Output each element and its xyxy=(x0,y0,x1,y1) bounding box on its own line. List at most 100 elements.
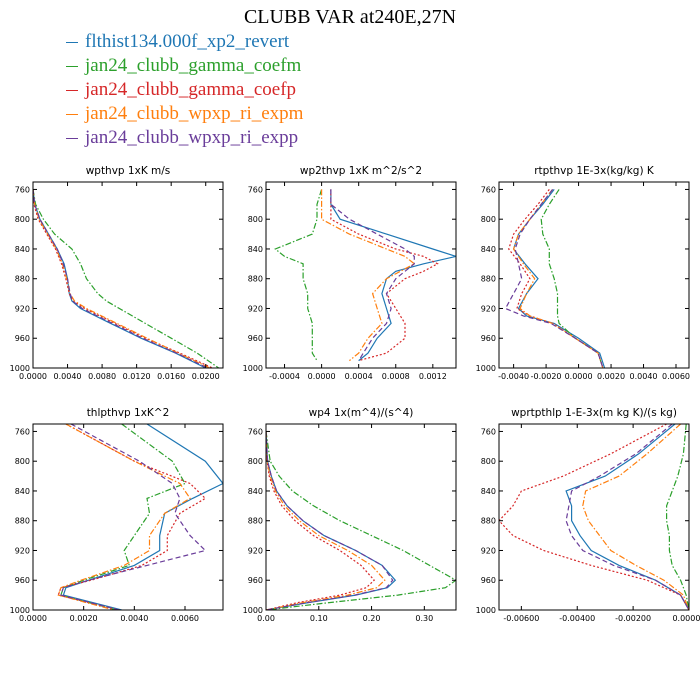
plot-frame xyxy=(32,423,224,611)
legend-swatch xyxy=(66,90,78,92)
panel-title: wpthvp 1xK m/s xyxy=(86,165,171,177)
x-tick-label: 0.0060 xyxy=(171,614,199,623)
x-tick-label: 0.0040 xyxy=(54,372,82,381)
x-tick-label: -0.00600 xyxy=(503,614,539,623)
y-tick-label: 960 xyxy=(248,576,263,585)
panel: wpthvp 1xK m/s76080084088092096010000.00… xyxy=(10,165,224,381)
y-tick-label: 920 xyxy=(481,304,496,313)
x-tick-label: 0.0020 xyxy=(70,614,98,623)
y-tick-label: 1000 xyxy=(476,606,496,615)
figure-title: CLUBB VAR at240E,27N xyxy=(243,6,457,28)
y-tick-label: 1000 xyxy=(10,364,30,373)
y-tick-label: 880 xyxy=(481,517,496,526)
series-line xyxy=(33,189,208,368)
x-tick-label: 0.0000 xyxy=(565,372,593,381)
y-tick-label: 960 xyxy=(481,576,496,585)
series-line xyxy=(512,189,606,368)
y-tick-label: 1000 xyxy=(476,364,496,373)
x-tick-label: 0.0160 xyxy=(157,372,185,381)
panel: rtpthvp 1E-3x(kg/kg) K 760 800 840 880 920 960… xyxy=(476,165,690,381)
y-tick-label: 920 xyxy=(481,546,496,555)
y-tick-label: 840 xyxy=(481,487,496,496)
series-line xyxy=(540,189,604,368)
y-tick-label: 920 xyxy=(15,546,30,555)
y-tick-label: 880 xyxy=(15,517,30,526)
series-line xyxy=(582,424,689,610)
series-line xyxy=(266,431,386,610)
series-line xyxy=(266,431,397,610)
legend-item: jan24_clubb_gamma_coefm xyxy=(66,54,426,78)
series-line xyxy=(330,189,439,362)
y-tick-label: 840 xyxy=(481,245,496,254)
legend-item: jan24_clubb_wpxp_ri_expp xyxy=(66,126,426,150)
series-line xyxy=(33,189,213,368)
x-tick-label: -0.00200 xyxy=(615,614,651,623)
series-line xyxy=(330,189,456,362)
series-line xyxy=(565,424,689,610)
x-tick-label: 0.0060 xyxy=(662,372,690,381)
x-tick-label: 0.0020 xyxy=(597,372,625,381)
y-tick-label: 840 xyxy=(248,245,263,254)
plot-frame xyxy=(498,181,690,369)
series-line xyxy=(499,424,689,610)
panel-title: thlpthvp 1xK^2 xyxy=(87,407,170,419)
legend-label: flthist134.000f_xp2_revert xyxy=(85,31,290,52)
y-tick-label: 920 xyxy=(248,304,263,313)
y-tick-label: 1000 xyxy=(243,364,263,373)
plot-frame xyxy=(265,423,457,611)
y-tick-label: 840 xyxy=(15,245,30,254)
x-tick-label: 0.0120 xyxy=(123,372,151,381)
y-tick-label: 880 xyxy=(15,275,30,284)
y-tick-label: 760 xyxy=(248,427,263,436)
series-line xyxy=(266,431,376,610)
series-line xyxy=(665,424,689,610)
y-tick-label: 880 xyxy=(481,275,496,284)
y-tick-label: 880 xyxy=(248,517,263,526)
panel-title: wp2thvp 1xK m^2/s^2 xyxy=(300,165,422,177)
x-tick-label: 0.0040 xyxy=(630,372,658,381)
x-tick-label: 0.0000 xyxy=(308,372,336,381)
y-tick-label: 1000 xyxy=(243,606,263,615)
panel: wprtpthlp 1-E-3x(m kg K)/(s kg) 760 800 840… xyxy=(476,407,700,623)
y-tick-label: 760 xyxy=(248,185,263,194)
legend-label: jan24_clubb_wpxp_ri_expp xyxy=(85,127,299,148)
series-line xyxy=(508,189,604,368)
legend-item: jan24_clubb_gamma_coefp xyxy=(66,78,426,102)
series-line xyxy=(330,189,415,361)
series-line xyxy=(274,189,323,361)
panel: thlpthvp 1xK^276080084088092096010000.00… xyxy=(10,407,224,623)
x-tick-label: 0.0000 xyxy=(19,614,47,623)
series-line xyxy=(57,424,191,610)
plot-frame xyxy=(265,181,457,369)
y-tick-label: 960 xyxy=(248,334,263,343)
legend-label: jan24_clubb_gamma_coefp xyxy=(85,79,297,100)
panel: wp4 1x(m^4)/(s^4)76080084088092096010000… xyxy=(243,407,457,623)
panel-title: wp4 1x(m^4)/(s^4) xyxy=(309,407,414,419)
y-tick-label: 800 xyxy=(15,457,30,466)
panel: wp2thvp 1xK m^2/s^2 760 800 840 880 920 960 100… xyxy=(243,165,457,381)
legend-swatch xyxy=(66,114,78,116)
series-line xyxy=(266,431,456,610)
series-line xyxy=(321,189,416,362)
x-tick-label: 0.0008 xyxy=(382,372,410,381)
series-line xyxy=(504,189,604,368)
x-tick-label: -0.0020 xyxy=(531,372,562,381)
y-tick-label: 800 xyxy=(15,215,30,224)
series-line xyxy=(565,424,689,610)
y-tick-label: 760 xyxy=(481,185,496,194)
y-tick-label: 920 xyxy=(248,546,263,555)
plot-frame xyxy=(32,181,224,369)
y-tick-label: 800 xyxy=(248,215,263,224)
x-tick-label: 0.0200 xyxy=(192,372,220,381)
series-line xyxy=(33,189,211,368)
y-tick-label: 800 xyxy=(481,457,496,466)
series-line xyxy=(57,424,207,610)
y-tick-label: 960 xyxy=(15,576,30,585)
legend-swatch xyxy=(66,66,78,68)
x-tick-label: -0.0004 xyxy=(269,372,300,381)
series-line xyxy=(266,431,394,610)
legend-item: flthist134.000f_xp2_revert xyxy=(66,30,426,54)
series-line xyxy=(33,189,220,368)
x-tick-label: 0.30 xyxy=(415,614,433,623)
